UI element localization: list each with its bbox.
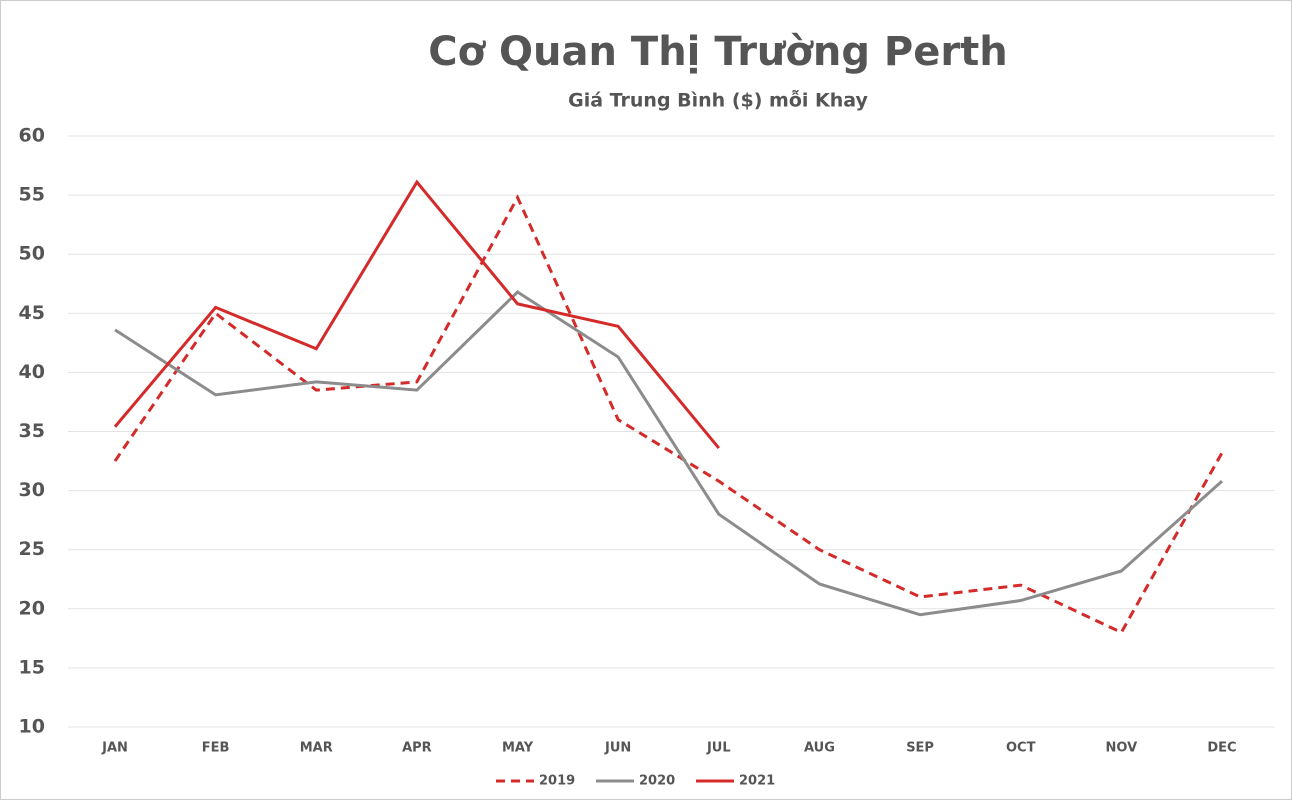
y-tick-label: 25 xyxy=(19,538,45,560)
legend-label: 2019 xyxy=(539,774,575,789)
y-tick-label: 40 xyxy=(19,361,45,383)
legend-label: 2020 xyxy=(639,774,675,789)
y-tick-label: 60 xyxy=(19,125,45,147)
x-tick-label: OCT xyxy=(1006,741,1036,756)
x-tick-label: JAN xyxy=(101,741,128,756)
chart-title: Cơ Quan Thị Trường Perth xyxy=(428,29,1007,75)
y-tick-label: 15 xyxy=(19,656,45,678)
y-tick-label: 55 xyxy=(19,184,45,206)
x-tick-label: JUL xyxy=(706,741,731,756)
y-tick-label: 50 xyxy=(19,243,45,265)
y-tick-label: 10 xyxy=(19,716,45,738)
line-series xyxy=(114,290,1223,617)
line-series xyxy=(113,194,1224,635)
x-tick-label: MAY xyxy=(502,741,534,756)
line-series xyxy=(113,179,720,450)
x-tick-label: DEC xyxy=(1207,741,1236,756)
chart-subtitle: Giá Trung Bình ($) mỗi Khay xyxy=(568,88,868,112)
y-tick-label: 20 xyxy=(19,597,45,619)
x-tick-label: MAR xyxy=(300,741,333,756)
y-tick-label: 30 xyxy=(19,479,45,501)
y-tick-label: 35 xyxy=(19,420,45,442)
x-tick-label: JUN xyxy=(604,741,631,756)
x-tick-label: AUG xyxy=(804,741,835,756)
x-tick-label: NOV xyxy=(1106,741,1138,756)
x-tick-label: SEP xyxy=(906,741,934,756)
y-tick-label: 45 xyxy=(19,302,45,324)
legend-label: 2021 xyxy=(739,774,775,789)
x-tick-label: APR xyxy=(402,741,432,756)
x-tick-label: FEB xyxy=(202,741,230,756)
